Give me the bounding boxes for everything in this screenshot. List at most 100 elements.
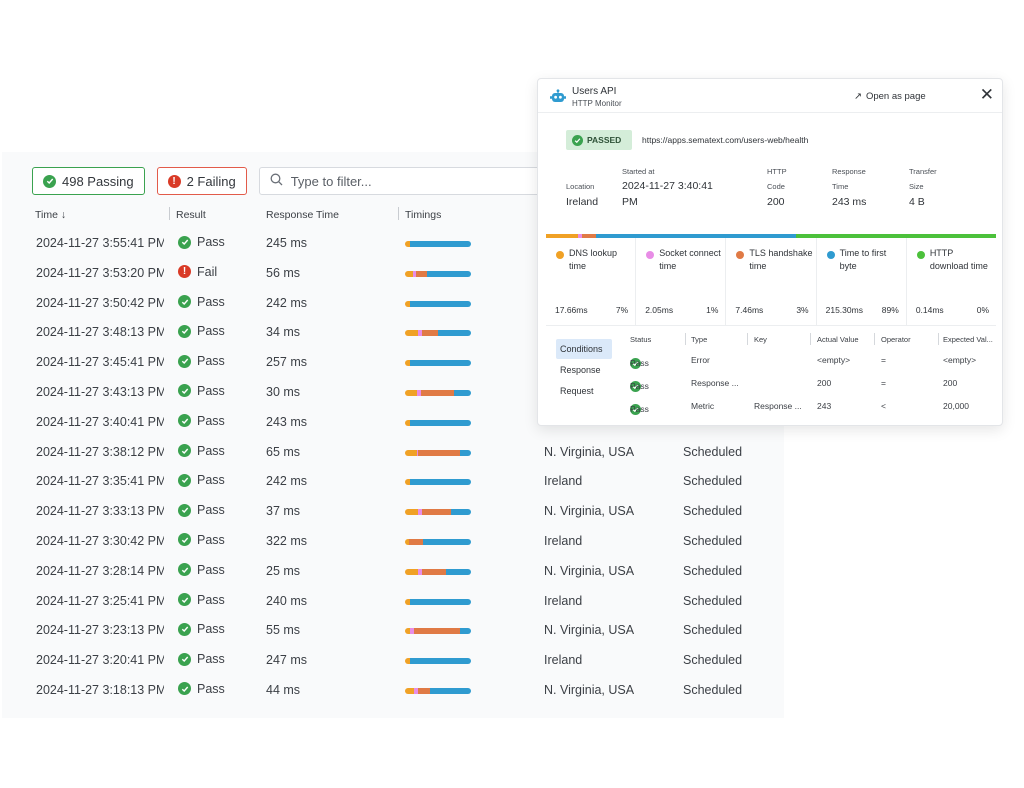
row-timing-bar xyxy=(405,330,471,337)
search-icon xyxy=(270,173,283,189)
transfer-size-label-2: Size xyxy=(909,182,924,191)
timing-value: 0.14ms xyxy=(915,305,944,315)
check-circle-icon xyxy=(43,174,56,188)
timing-value: 17.66ms xyxy=(555,305,588,315)
http-code-value: 200 xyxy=(767,196,785,208)
check-circle-icon xyxy=(178,503,191,517)
table-row[interactable]: 2024-11-27 3:25:41 PM Pass 240 ms Ireland Sc… xyxy=(2,586,784,616)
filter-input[interactable] xyxy=(290,173,551,189)
condition-row[interactable]: Pass Response ... 200 = 200 xyxy=(538,374,1002,394)
timing-segment-socket xyxy=(418,568,423,575)
header-result[interactable]: Result xyxy=(176,209,206,221)
timing-segment-dns xyxy=(405,628,411,635)
legend-dot-icon xyxy=(556,251,564,259)
tab-conditions[interactable]: Conditions xyxy=(556,339,612,359)
table-row[interactable]: 2024-11-27 3:28:14 PM Pass 25 ms N. Virgini… xyxy=(2,556,784,586)
row-time: 2024-11-27 3:45:41 PM xyxy=(36,355,164,370)
header-response-time[interactable]: Response Time xyxy=(266,209,339,221)
tab-response[interactable]: Response xyxy=(560,365,601,375)
header-timings[interactable]: Timings xyxy=(405,209,442,221)
row-result: Pass xyxy=(178,384,225,398)
condition-row[interactable]: Pass Error <empty> = <empty> xyxy=(538,351,1002,371)
timing-segment-dns xyxy=(405,538,409,545)
row-timing-bar xyxy=(405,509,471,516)
response-time-value: 243 ms xyxy=(832,196,867,208)
failing-filter-chip[interactable]: ! 2 Failing xyxy=(156,167,247,195)
col-expected: Expected Val... xyxy=(943,335,993,344)
table-row[interactable]: 2024-11-27 3:55:41 PM Pass 245 ms xyxy=(2,228,784,258)
check-circle-icon xyxy=(178,354,191,368)
column-divider[interactable] xyxy=(169,207,170,220)
timing-name: TLS handshake time xyxy=(749,248,813,271)
row-time: 2024-11-27 3:53:20 PM xyxy=(36,265,164,280)
table-row[interactable]: 2024-11-27 3:53:20 PM! Fail 56 ms xyxy=(2,258,784,288)
timing-segment-ttfb xyxy=(427,270,471,277)
row-response-time: 34 ms xyxy=(266,325,301,340)
row-result-label: Pass xyxy=(197,235,225,249)
timing-segment-socket xyxy=(414,687,419,694)
passing-filter-chip[interactable]: 498 Passing xyxy=(32,167,145,195)
condition-expected: 200 xyxy=(943,378,958,388)
row-timing-bar xyxy=(405,300,471,307)
table-row[interactable]: 2024-11-27 3:50:42 PM Pass 242 ms xyxy=(2,288,784,318)
open-as-page-link[interactable]: ↗ Open as page xyxy=(854,91,926,102)
check-circle-icon xyxy=(178,593,191,607)
row-location: N. Virginia, USA xyxy=(544,504,635,519)
condition-row[interactable]: Pass Metric Response ... 243 <20,000 xyxy=(538,397,1002,417)
close-icon[interactable]: ✕ xyxy=(979,85,994,104)
row-timing-bar xyxy=(405,389,471,396)
table-row[interactable]: 2024-11-27 3:30:42 PM Pass 322 ms Ireland Sc… xyxy=(2,526,784,556)
table-row[interactable]: 2024-11-27 3:23:13 PM Pass 55 ms N. Virgini… xyxy=(2,615,784,645)
timing-bar-segment-tls xyxy=(582,234,596,238)
condition-type: Response ... xyxy=(691,378,739,388)
timing-percent: 0% xyxy=(976,305,990,315)
condition-tabs: Conditions Response Request xyxy=(556,339,612,402)
timing-segment-dns xyxy=(405,509,419,516)
row-result: Pass xyxy=(178,354,225,368)
timing-breakdown-bar xyxy=(546,234,996,238)
table-row[interactable]: 2024-11-27 3:45:41 PM Pass 257 ms xyxy=(2,347,784,377)
row-trigger: Scheduled xyxy=(683,444,743,459)
table-row[interactable]: 2024-11-27 3:43:13 PM Pass 30 ms xyxy=(2,377,784,407)
row-result: Pass xyxy=(178,593,225,607)
table-row[interactable]: 2024-11-27 3:33:13 PM Pass 37 ms N. Virgini… xyxy=(2,496,784,526)
condition-type: Metric xyxy=(691,401,715,411)
table-row[interactable]: 2024-11-27 3:48:13 PM Pass 34 ms xyxy=(2,317,784,347)
row-result-label: Pass xyxy=(197,473,225,488)
table-row[interactable]: 2024-11-27 3:38:12 PM Pass 65 ms N. Virgini… xyxy=(2,437,784,467)
table-row[interactable]: 2024-11-27 3:35:41 PM Pass 242 ms Ireland Sc… xyxy=(2,466,784,496)
timing-segment-ttfb xyxy=(410,479,471,486)
col-operator: Operator xyxy=(881,335,911,344)
timing-segment-ttfb xyxy=(460,628,471,635)
legend-dot-icon xyxy=(826,251,835,259)
filter-field[interactable] xyxy=(258,167,569,195)
check-circle-icon xyxy=(630,381,641,392)
check-circle-icon xyxy=(178,235,191,249)
row-timing-bar xyxy=(405,658,471,665)
column-divider xyxy=(810,333,811,345)
row-result: Pass xyxy=(178,652,225,666)
timing-name: HTTP download time xyxy=(929,248,988,271)
timing-segment-tls xyxy=(408,538,424,545)
row-time: 2024-11-27 3:50:42 PM xyxy=(36,295,164,310)
detail-header: Users API HTTP Monitor ↗ Open as page ✕ xyxy=(538,79,1002,113)
col-key: Key xyxy=(754,335,767,344)
table-row[interactable]: 2024-11-27 3:18:13 PM Pass 44 ms N. Virgini… xyxy=(2,675,784,705)
timing-bar-segment-download xyxy=(795,234,996,238)
row-response-time: 257 ms xyxy=(266,355,307,370)
header-time[interactable]: Time ↓ xyxy=(35,209,67,221)
row-trigger: Scheduled xyxy=(683,623,743,638)
row-response-time: 30 ms xyxy=(266,384,301,399)
table-row[interactable]: 2024-11-27 3:20:41 PM Pass 247 ms Ireland Sc… xyxy=(2,645,784,675)
timing-segment-dns xyxy=(405,479,411,486)
timing-segment-dns xyxy=(405,360,411,367)
timing-segment-socket xyxy=(412,270,416,277)
row-response-time: 56 ms xyxy=(266,265,301,280)
arrow-up-right-icon: ↗ xyxy=(854,91,862,102)
column-divider[interactable] xyxy=(398,207,399,220)
row-result: Pass xyxy=(178,533,225,547)
row-result-label: Pass xyxy=(197,383,225,398)
tab-request[interactable]: Request xyxy=(560,386,594,396)
row-location: N. Virginia, USA xyxy=(544,563,635,578)
row-result: Pass xyxy=(178,622,225,636)
